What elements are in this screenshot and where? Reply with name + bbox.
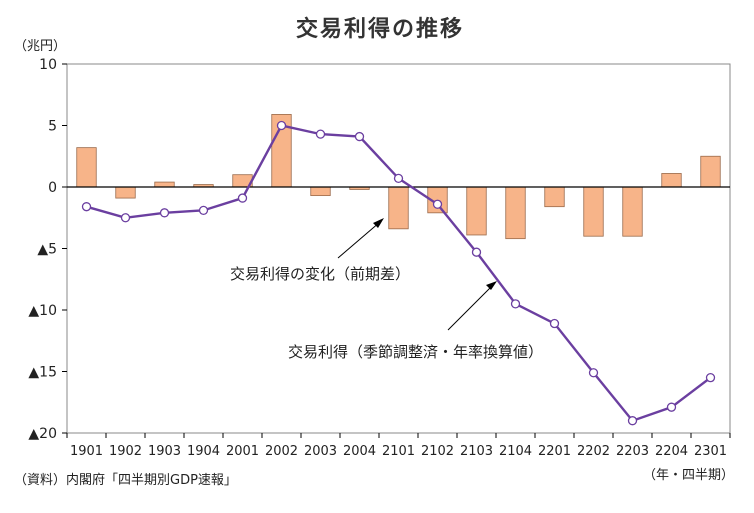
x-tick-label: 2001 [226, 444, 259, 459]
line-point [432, 199, 443, 209]
line-point [666, 402, 677, 412]
y-tick-label: 10 [39, 57, 57, 73]
x-tick-label: 1902 [109, 444, 142, 459]
bar [661, 173, 682, 188]
x-tick-label: 2202 [577, 444, 610, 459]
line-point [120, 213, 131, 223]
bar [544, 186, 565, 208]
x-tick-label: 2002 [265, 444, 298, 459]
annotation-arrow-bars [337, 218, 384, 259]
x-tick-label: 2004 [343, 444, 376, 459]
line-point [471, 247, 482, 257]
x-tick-label: 2102 [421, 444, 454, 459]
bar [115, 186, 136, 199]
bar [310, 186, 331, 197]
chart-title: 交易利得の推移 [296, 16, 464, 42]
annotation-bars: 交易利得の変化（前期差） [230, 265, 410, 283]
line-point [315, 129, 326, 139]
bar [700, 155, 721, 188]
x-tick-label: 2003 [304, 444, 337, 459]
y-tick-label: 5 [48, 119, 57, 135]
bar [76, 147, 97, 188]
x-axis: 1901 1902 1903 1904 2001 2002 2003 2004 2101 2102… [66, 433, 731, 459]
line-point [627, 416, 638, 426]
y-axis: 10 5 0 ▲5 ▲10 ▲15 ▲20 [28, 57, 67, 442]
plot-frame [66, 63, 731, 434]
y-unit-label: （兆円） [14, 39, 66, 54]
line-series [81, 120, 716, 426]
line-point [81, 202, 92, 212]
x-tick-label: 2301 [694, 444, 727, 459]
bar [622, 186, 643, 237]
line-point [588, 368, 599, 378]
y-tick-label: ▲5 [37, 242, 57, 258]
x-tick-label: 2203 [616, 444, 649, 459]
y-tick-label: ▲15 [28, 365, 57, 381]
x-tick-label: 2204 [655, 444, 688, 459]
bar [466, 186, 487, 236]
line-point [276, 120, 287, 131]
bar [388, 186, 409, 230]
line-point [354, 131, 365, 142]
y-tick-label: ▲10 [28, 303, 57, 319]
plot-area [66, 63, 731, 434]
line-point [237, 193, 248, 203]
bar [154, 181, 175, 188]
bar-series [76, 114, 721, 240]
bar [583, 186, 604, 237]
x-tick-label: 2201 [538, 444, 571, 459]
bar [505, 186, 526, 240]
x-tick-label: 2104 [499, 444, 532, 459]
y-tick-label: ▲20 [28, 426, 57, 442]
line-point [159, 208, 170, 218]
x-tick-label: 2101 [382, 444, 415, 459]
line-point [705, 372, 716, 383]
line-point [510, 299, 521, 309]
line-point [549, 318, 560, 329]
x-tick-label: 1901 [70, 444, 103, 459]
x-tick-label: 1904 [187, 444, 220, 459]
line-point [393, 173, 404, 184]
x-unit-label: （年・四半期） [643, 468, 734, 483]
line-point [198, 205, 209, 216]
x-tick-label: 1903 [148, 444, 181, 459]
annotation-line: 交易利得（季節調整済・年率換算値） [288, 343, 543, 361]
y-tick-label: 0 [48, 180, 57, 196]
annotation-arrow-line [447, 281, 497, 331]
source-note: （資料）内閣府「四半期別GDP速報」 [14, 472, 237, 488]
x-tick-label: 2103 [460, 444, 493, 459]
